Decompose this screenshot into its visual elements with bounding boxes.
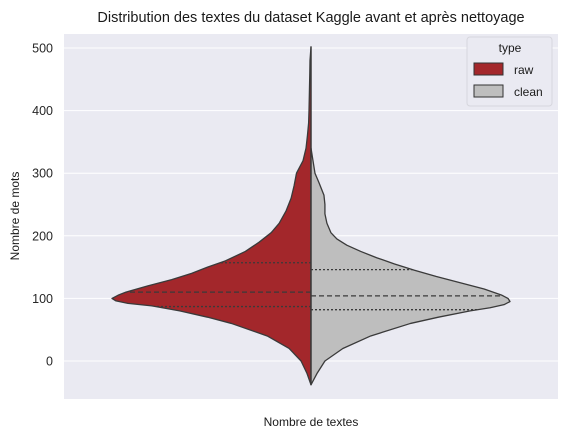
violin-half-clean (310, 147, 511, 386)
y-tick-label: 400 (32, 104, 53, 118)
legend-label-clean: clean (514, 85, 543, 99)
y-tick-label: 500 (32, 42, 53, 56)
violin-group (111, 46, 511, 386)
legend-label-raw: raw (514, 63, 534, 77)
y-axis-label: Nombre de mots (8, 172, 22, 261)
legend-title: type (499, 41, 522, 55)
legend: type raw clean (466, 36, 553, 107)
legend-swatch-clean (473, 84, 504, 98)
x-axis-label: Nombre de textes (264, 415, 359, 429)
legend-swatch-raw (473, 62, 504, 76)
y-tick-labels: 0 100 200 300 400 500 (32, 42, 53, 369)
y-tick-label: 0 (46, 355, 53, 369)
violin-half-raw (111, 46, 312, 386)
y-tick-label: 200 (32, 229, 53, 243)
y-tick-label: 100 (32, 292, 53, 306)
chart-title: Distribution des textes du dataset Kaggl… (97, 10, 524, 26)
y-tick-label: 300 (32, 167, 53, 181)
